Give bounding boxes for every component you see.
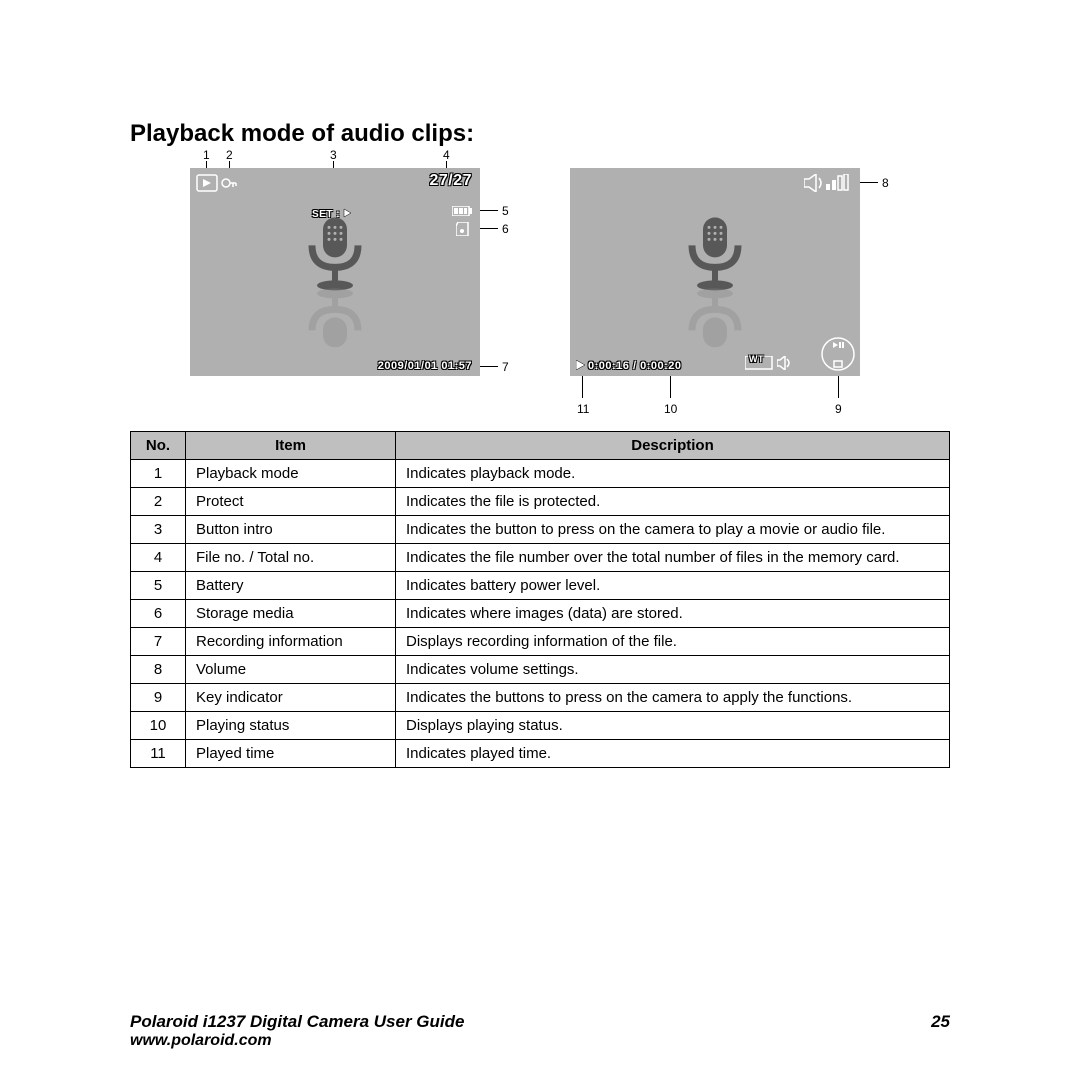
callout-11: 11: [577, 402, 589, 416]
table-row: 7Recording informationDisplays recording…: [131, 628, 950, 656]
table-row: 9Key indicatorIndicates the buttons to p…: [131, 684, 950, 712]
play-status-icon: [576, 360, 586, 370]
table-row: 1Playback modeIndicates playback mode.: [131, 460, 950, 488]
table-cell: 6: [131, 600, 186, 628]
table-cell: Playback mode: [186, 460, 396, 488]
battery-icon: [452, 206, 472, 216]
table-cell: Volume: [186, 656, 396, 684]
table-cell: Indicates volume settings.: [396, 656, 950, 684]
screen-right: 0:00:16 / 0:00:20 WT: [570, 168, 860, 376]
section-title: Playback mode of audio clips:: [130, 120, 950, 148]
wt-label: WT: [749, 354, 764, 364]
table-cell: Displays recording information of the fi…: [396, 628, 950, 656]
table-cell: 2: [131, 488, 186, 516]
table-cell: 1: [131, 460, 186, 488]
table-cell: Key indicator: [186, 684, 396, 712]
table-cell: Storage media: [186, 600, 396, 628]
table-cell: Played time: [186, 740, 396, 768]
table-cell: Recording information: [186, 628, 396, 656]
table-row: 5BatteryIndicates battery power level.: [131, 572, 950, 600]
playback-icon: [196, 174, 218, 192]
table-cell: Playing status: [186, 712, 396, 740]
callout-5: 5: [502, 204, 509, 218]
diagram-row: 1 2 3 4 27/27: [190, 168, 950, 376]
page-footer: Polaroid i1237 Digital Camera User Guide…: [130, 1012, 950, 1050]
table-row: 10Playing statusDisplays playing status.: [131, 712, 950, 740]
th-no: No.: [131, 432, 186, 460]
screen-left: 27/27 SET :: [190, 168, 480, 376]
table-cell: Battery: [186, 572, 396, 600]
table-cell: 3: [131, 516, 186, 544]
legend-table: No. Item Description 1Playback modeIndic…: [130, 431, 950, 768]
callout-8: 8: [882, 176, 889, 190]
callout-7: 7: [502, 360, 509, 374]
wt-speaker-icon: [777, 356, 795, 370]
volume-icon: [804, 174, 854, 192]
storage-icon: [456, 222, 470, 236]
page-number: 25: [931, 1012, 950, 1050]
table-row: 3Button introIndicates the button to pre…: [131, 516, 950, 544]
table-cell: Indicates playback mode.: [396, 460, 950, 488]
table-cell: Indicates the buttons to press on the ca…: [396, 684, 950, 712]
table-cell: 4: [131, 544, 186, 572]
table-cell: Indicates the file is protected.: [396, 488, 950, 516]
footer-url: www.polaroid.com: [130, 1032, 464, 1050]
protect-icon: [221, 175, 237, 191]
table-cell: Indicates the button to press on the cam…: [396, 516, 950, 544]
callout-2: 2: [226, 148, 233, 162]
footer-guide: Polaroid i1237 Digital Camera User Guide: [130, 1012, 464, 1031]
th-desc: Description: [396, 432, 950, 460]
table-cell: File no. / Total no.: [186, 544, 396, 572]
table-cell: Indicates the file number over the total…: [396, 544, 950, 572]
key-indicator-icon: [820, 336, 856, 372]
table-row: 6Storage mediaIndicates where images (da…: [131, 600, 950, 628]
table-cell: Indicates where images (data) are stored…: [396, 600, 950, 628]
table-row: 8VolumeIndicates volume settings.: [131, 656, 950, 684]
microphone-icon: [290, 217, 380, 347]
th-item: Item: [186, 432, 396, 460]
table-cell: 5: [131, 572, 186, 600]
table-cell: Indicates battery power level.: [396, 572, 950, 600]
callout-3: 3: [330, 148, 337, 162]
time-display: 0:00:16 / 0:00:20: [588, 360, 682, 372]
file-counter: 27/27: [429, 172, 472, 190]
callout-4: 4: [443, 148, 450, 162]
callout-9: 9: [835, 402, 842, 416]
table-row: 2ProtectIndicates the file is protected.: [131, 488, 950, 516]
table-cell: Indicates played time.: [396, 740, 950, 768]
timestamp: 2009/01/01 01:57: [378, 360, 472, 372]
callout-1: 1: [203, 148, 210, 162]
callout-10: 10: [664, 402, 677, 416]
table-cell: Button intro: [186, 516, 396, 544]
microphone-icon: [670, 217, 760, 347]
table-cell: 10: [131, 712, 186, 740]
table-cell: 9: [131, 684, 186, 712]
table-cell: 8: [131, 656, 186, 684]
table-cell: Displays playing status.: [396, 712, 950, 740]
table-cell: Protect: [186, 488, 396, 516]
table-row: 11Played timeIndicates played time.: [131, 740, 950, 768]
table-cell: 11: [131, 740, 186, 768]
callout-6: 6: [502, 222, 509, 236]
table-cell: 7: [131, 628, 186, 656]
table-row: 4File no. / Total no.Indicates the file …: [131, 544, 950, 572]
